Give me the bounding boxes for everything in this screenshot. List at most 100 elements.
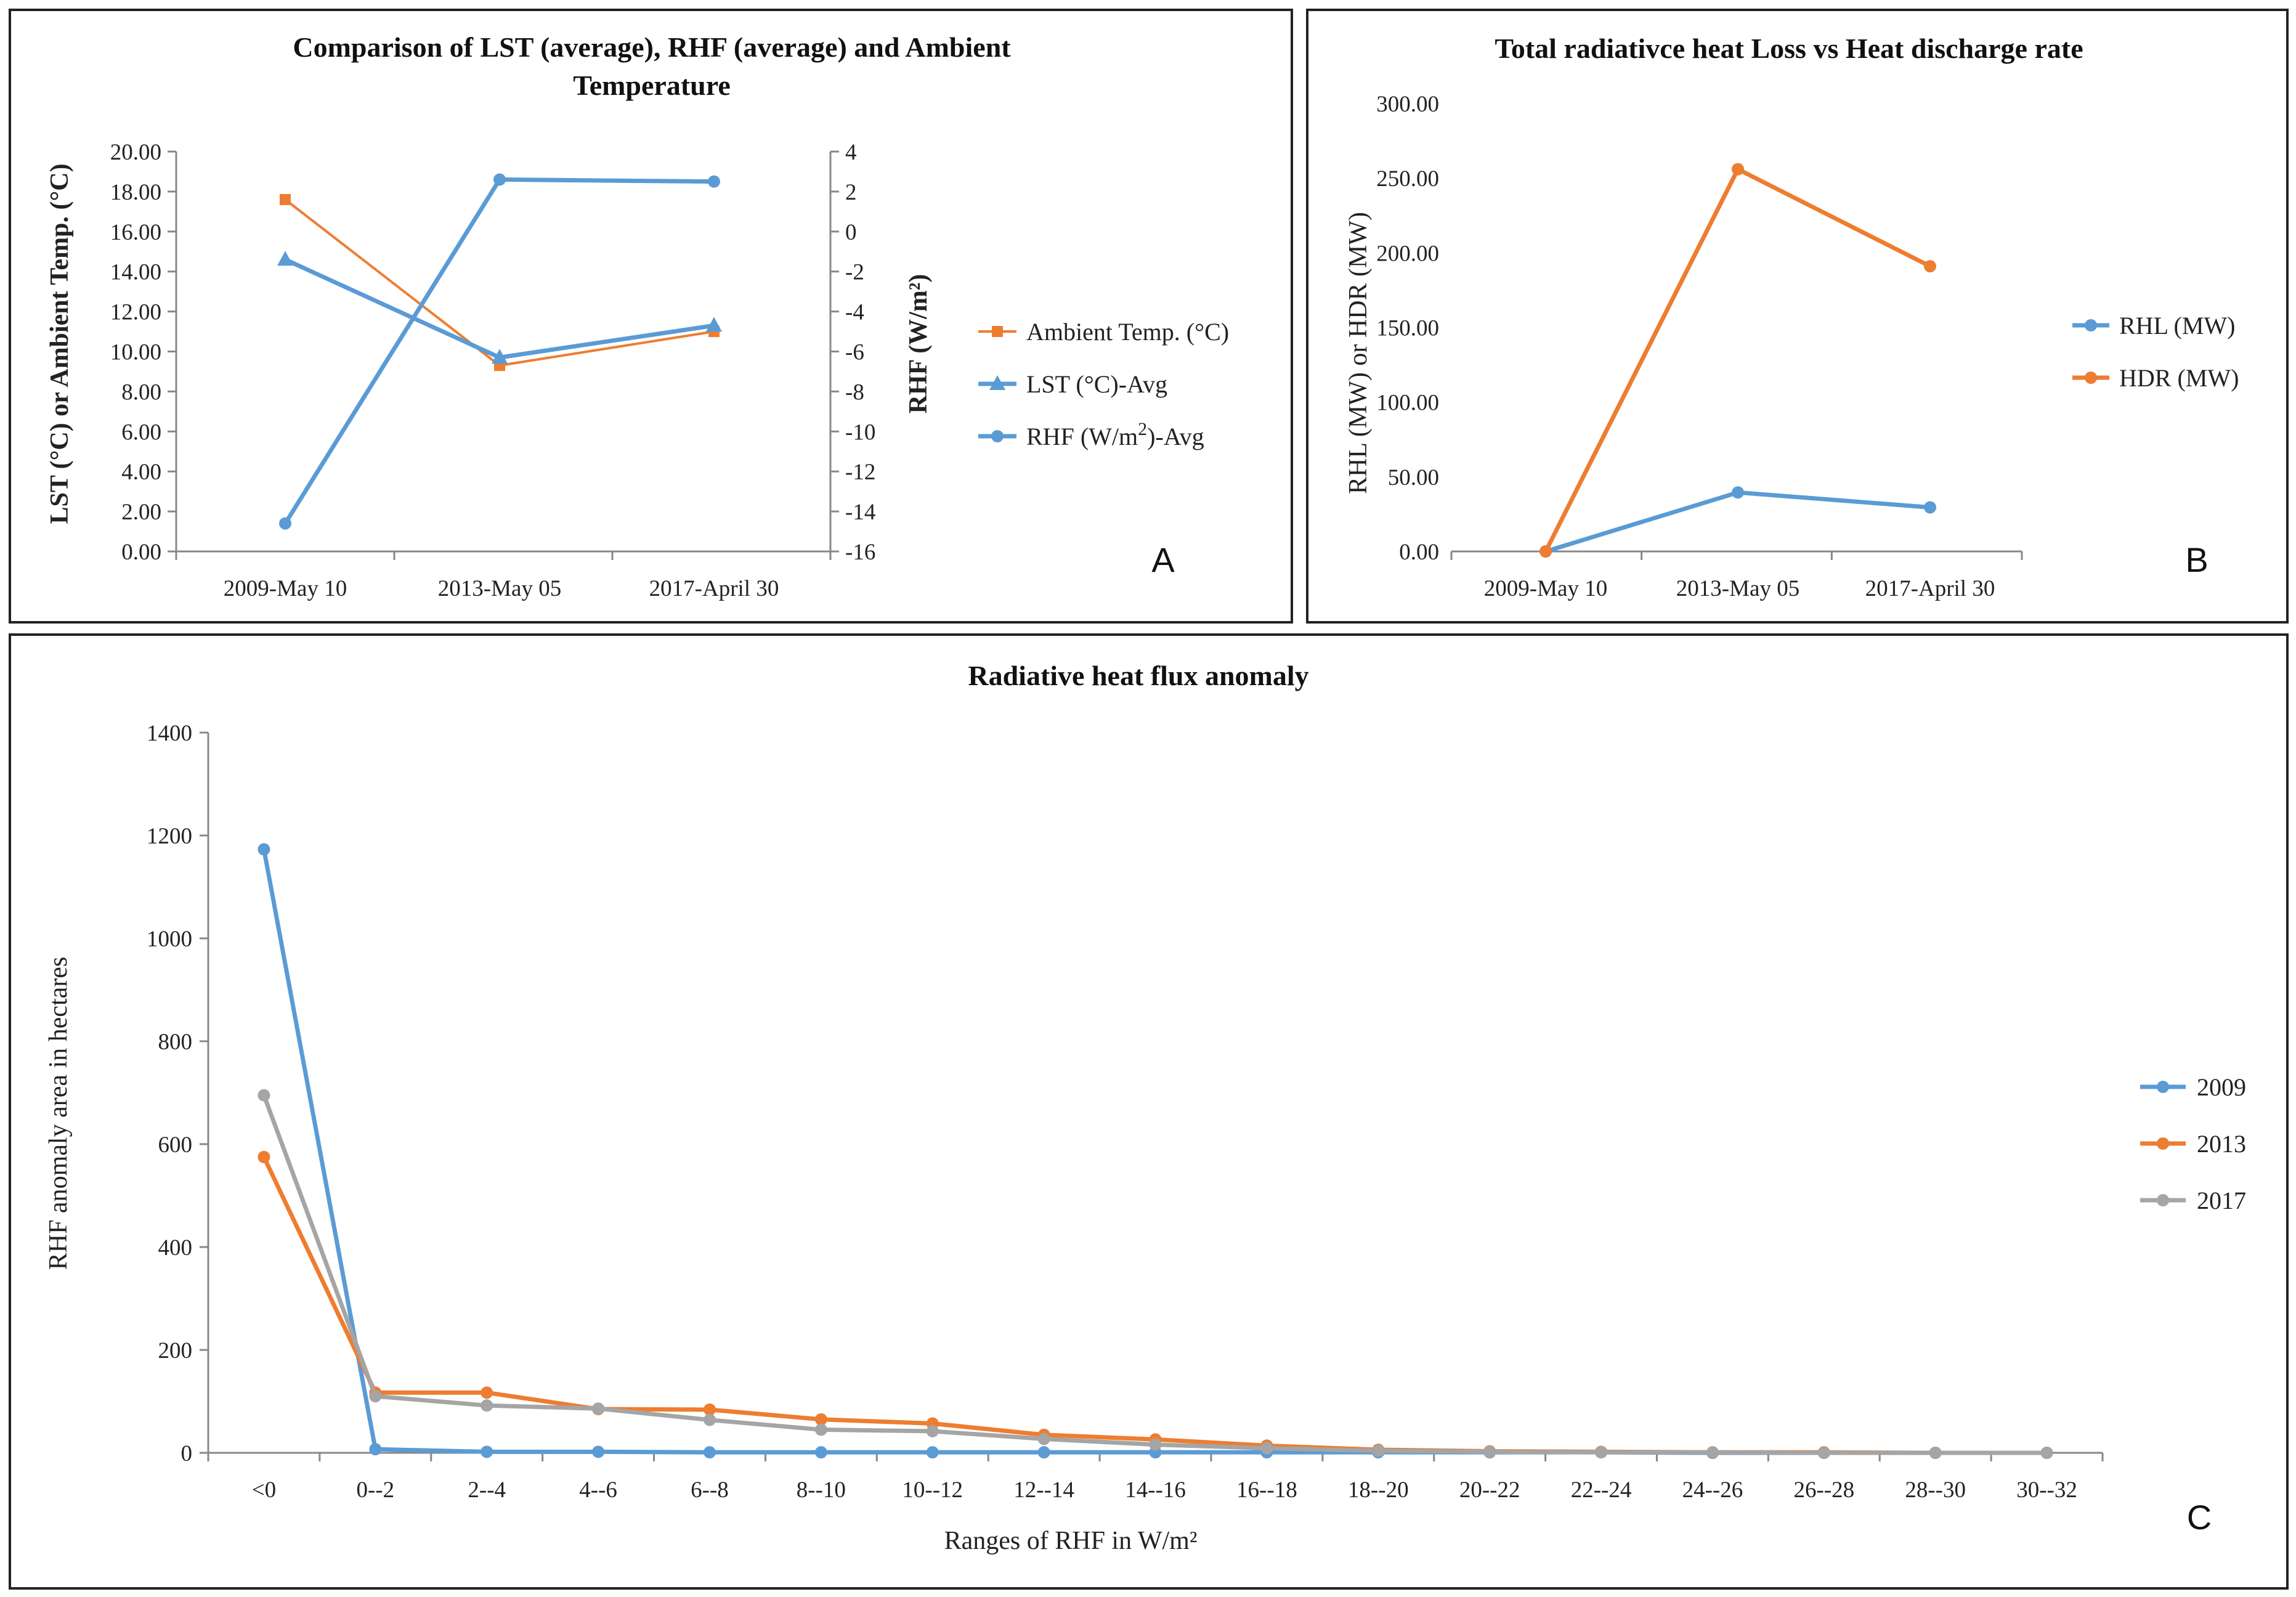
chart-c-point-2: [481, 1399, 493, 1412]
chart-c-ytick: 0: [181, 1441, 193, 1466]
chart-a-ylabel-right: RHF (W/m²): [904, 274, 933, 414]
chart-c-xtick: 4--6: [579, 1477, 617, 1503]
chart-c-ytick: 400: [158, 1235, 193, 1261]
chart-a-ylabel-left: LST (°C) or Ambient Temp. (°C): [46, 163, 74, 524]
chart-a-xtick: 2017-April 30: [649, 576, 779, 601]
chart-b-xtick: 2013-May 05: [1676, 576, 1799, 601]
chart-c-ytick: 1000: [147, 927, 192, 952]
chart-c-legend-marker-0: [2157, 1081, 2169, 1093]
chart-c-xtick: 2--4: [468, 1477, 506, 1503]
chart-a-ytick-left: 12.00: [110, 300, 161, 325]
chart-c-point-1: [814, 1413, 827, 1426]
chart-b-panel-letter: B: [2185, 540, 2208, 579]
chart-c-point-2: [814, 1423, 827, 1436]
chart-b: Total radiativce heat Loss vs Heat disch…: [1344, 33, 2239, 601]
chart-a-legend-marker-1: [989, 375, 1005, 390]
chart-b-legend-label-1: HDR (MW): [2119, 364, 2239, 392]
chart-c-xtick: 26--28: [1793, 1477, 1854, 1503]
chart-c-ytick: 800: [158, 1030, 193, 1055]
chart-a-xtick: 2009-May 10: [224, 576, 347, 601]
chart-a-ytick-left: 8.00: [121, 380, 161, 405]
chart-a-ytick-right: -8: [845, 380, 864, 405]
chart-a-legend-marker-2: [991, 430, 1004, 442]
chart-c-point-2: [1149, 1438, 1162, 1451]
chart-b-point-1: [1539, 545, 1552, 558]
chart-c-point-0: [258, 843, 270, 856]
chart-a-legend-label-2: RHF (W/m2)-Avg: [1026, 419, 1204, 450]
chart-b-ylabel: RHL (MW) or HDR (MW): [1344, 212, 1373, 494]
chart-a-legend-label-0: Ambient Temp. (°C): [1026, 318, 1229, 346]
chart-c-point-2: [1706, 1446, 1719, 1459]
chart-a-ytick-left: 2.00: [121, 500, 161, 525]
chart-c-legend-marker-2: [2157, 1194, 2169, 1206]
chart-c-point-2: [1817, 1447, 1830, 1459]
chart-a-ytick-left: 20.00: [110, 140, 161, 165]
chart-c-xtick: 16--18: [1236, 1477, 1297, 1503]
chart-a-ytick-left: 10.00: [110, 340, 161, 365]
chart-c-xtick: 10--12: [902, 1477, 963, 1503]
chart-c-series-line-0: [262, 848, 2047, 1455]
panel-a: Comparison of LST (average), RHF (averag…: [9, 9, 1293, 624]
chart-a-ytick-left: 0.00: [121, 540, 161, 565]
chart-b-xtick: 2017-April 30: [1865, 576, 1995, 601]
chart-c-legend-label-0: 2009: [2197, 1073, 2246, 1101]
chart-a-ytick-left: 4.00: [121, 460, 161, 485]
chart-a-ytick-left: 14.00: [110, 260, 161, 285]
chart-c-point-0: [1037, 1446, 1050, 1459]
chart-a-ytick-left: 6.00: [121, 420, 161, 445]
chart-c-point-2: [1929, 1447, 1942, 1459]
chart-a-ytick-right: -6: [845, 340, 864, 365]
chart-c-ylabel: RHF anomaly area in hectares: [44, 957, 73, 1270]
chart-b-legend-label-0: RHL (MW): [2119, 312, 2235, 339]
chart-c-point-2: [1372, 1444, 1385, 1457]
chart-b-point-0: [1924, 501, 1936, 514]
chart-c-xtick: 12--14: [1013, 1477, 1074, 1503]
chart-c-xtick: 24--26: [1682, 1477, 1743, 1503]
chart-b-series-line-0: [1544, 490, 1931, 554]
chart-c-point-1: [703, 1403, 716, 1416]
chart-a-title-line1: Comparison of LST (average), RHF (averag…: [293, 31, 1011, 63]
chart-a-ytick-right: 4: [845, 140, 857, 165]
chart-c-legend-label-1: 2013: [2197, 1130, 2246, 1158]
chart-c-point-2: [592, 1402, 605, 1415]
chart-c-point-2: [258, 1089, 270, 1102]
chart-a-ytick-right: -16: [845, 540, 875, 565]
chart-c-point-0: [481, 1445, 493, 1458]
chart-a-point-2: [279, 517, 291, 530]
chart-c-point-1: [258, 1150, 270, 1163]
chart-c-point-0: [814, 1446, 827, 1459]
chart-c-xtick: <0: [252, 1477, 276, 1503]
chart-b-legend-marker-1: [2085, 372, 2097, 384]
chart-b-ytick: 250.00: [1376, 166, 1439, 192]
chart-a-xtick: 2013-May 05: [438, 576, 561, 601]
chart-c-ytick: 600: [158, 1132, 193, 1158]
chart-c-point-2: [2040, 1447, 2053, 1459]
chart-b-xtick: 2009-May 10: [1484, 576, 1607, 601]
chart-a-point-2: [708, 175, 720, 188]
chart-a-legend-marker-0: [992, 326, 1003, 337]
chart-b-point-0: [1732, 486, 1744, 499]
chart-c-xtick: 6--8: [691, 1477, 729, 1503]
chart-c-point-2: [703, 1413, 716, 1426]
chart-b-ytick: 300.00: [1376, 92, 1439, 117]
chart-a-series-line-0: [284, 198, 715, 367]
chart-c-point-2: [369, 1390, 382, 1403]
chart-c-xlabel: Ranges of RHF in W/m²: [944, 1527, 1198, 1555]
panel-b: Total radiativce heat Loss vs Heat disch…: [1306, 9, 2289, 624]
chart-c-legend-marker-1: [2157, 1137, 2169, 1150]
chart-b-legend-marker-0: [2085, 319, 2097, 331]
chart-b-ytick: 50.00: [1388, 465, 1439, 490]
chart-a-panel-letter: A: [1151, 540, 1175, 579]
chart-b-ytick: 200.00: [1376, 241, 1439, 266]
chart-c-point-0: [926, 1446, 939, 1459]
chart-c-point-2: [1483, 1445, 1496, 1458]
chart-b-ytick: 100.00: [1376, 391, 1439, 416]
chart-a-ytick-right: -14: [845, 500, 875, 525]
chart-c-xtick: 22--24: [1571, 1477, 1632, 1503]
chart-c-ytick: 1200: [147, 824, 192, 849]
chart-c-xtick: 30--32: [2016, 1477, 2077, 1503]
chart-b-ytick: 150.00: [1376, 316, 1439, 341]
chart-c-xtick: 20--22: [1459, 1477, 1520, 1503]
chart-a-ytick-right: -10: [845, 420, 875, 445]
chart-c-point-0: [369, 1443, 382, 1456]
